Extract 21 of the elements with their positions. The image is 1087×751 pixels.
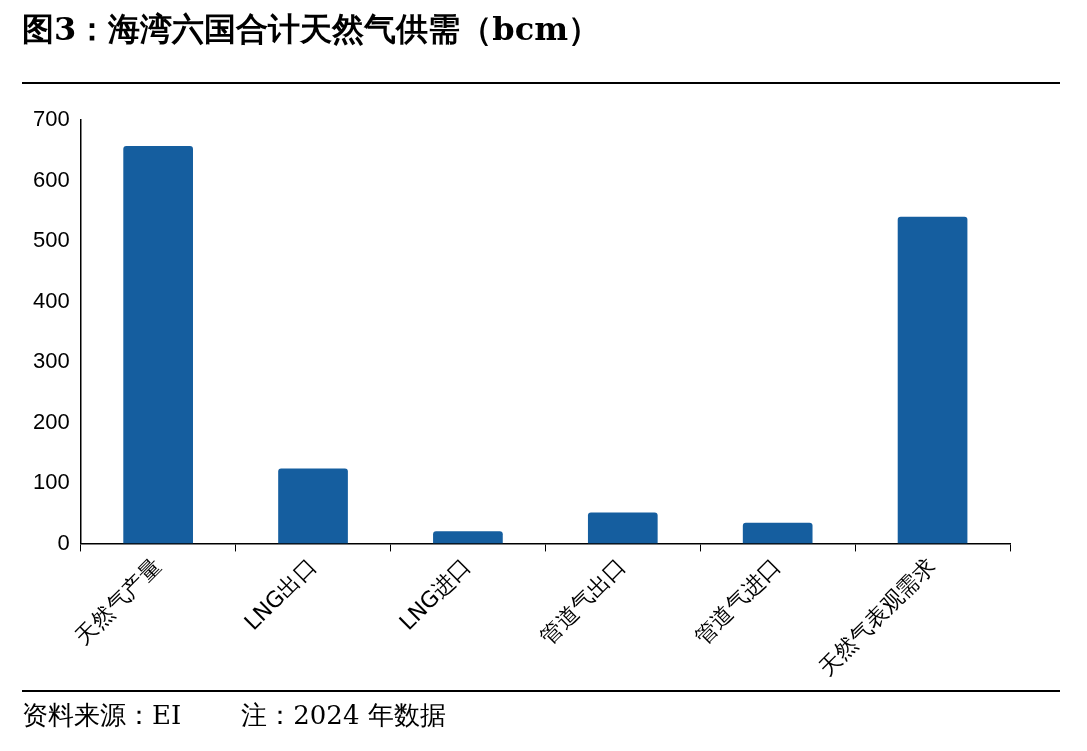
bar bbox=[897, 216, 968, 544]
bar bbox=[433, 531, 503, 544]
y-tick-label: 400 bbox=[32, 287, 70, 313]
bar bbox=[587, 512, 658, 544]
text: 资料来源：EI bbox=[22, 700, 182, 730]
y-tick-label: 500 bbox=[32, 227, 70, 253]
chart-title: 图3：海湾六国合计天然气供需（bcm） bbox=[22, 9, 600, 50]
y-tick-label: 100 bbox=[32, 469, 70, 495]
x-tick-label: 天然气表观需求 bbox=[813, 553, 941, 681]
bar bbox=[742, 522, 813, 544]
text: 注：2024 年数据 bbox=[241, 700, 446, 730]
bar bbox=[278, 468, 348, 544]
y-tick-label: 200 bbox=[32, 408, 70, 434]
bar bbox=[123, 146, 193, 544]
y-tick-label: 0 bbox=[57, 529, 70, 555]
y-tick-label: 300 bbox=[32, 348, 70, 374]
y-tick-label: 700 bbox=[32, 106, 70, 132]
x-tick-label: 管道气出口 bbox=[534, 553, 631, 650]
x-tick-label: 管道气进口 bbox=[689, 553, 786, 650]
y-tick-label: 600 bbox=[32, 166, 70, 192]
x-tick-label: 天然气产量 bbox=[70, 553, 166, 650]
